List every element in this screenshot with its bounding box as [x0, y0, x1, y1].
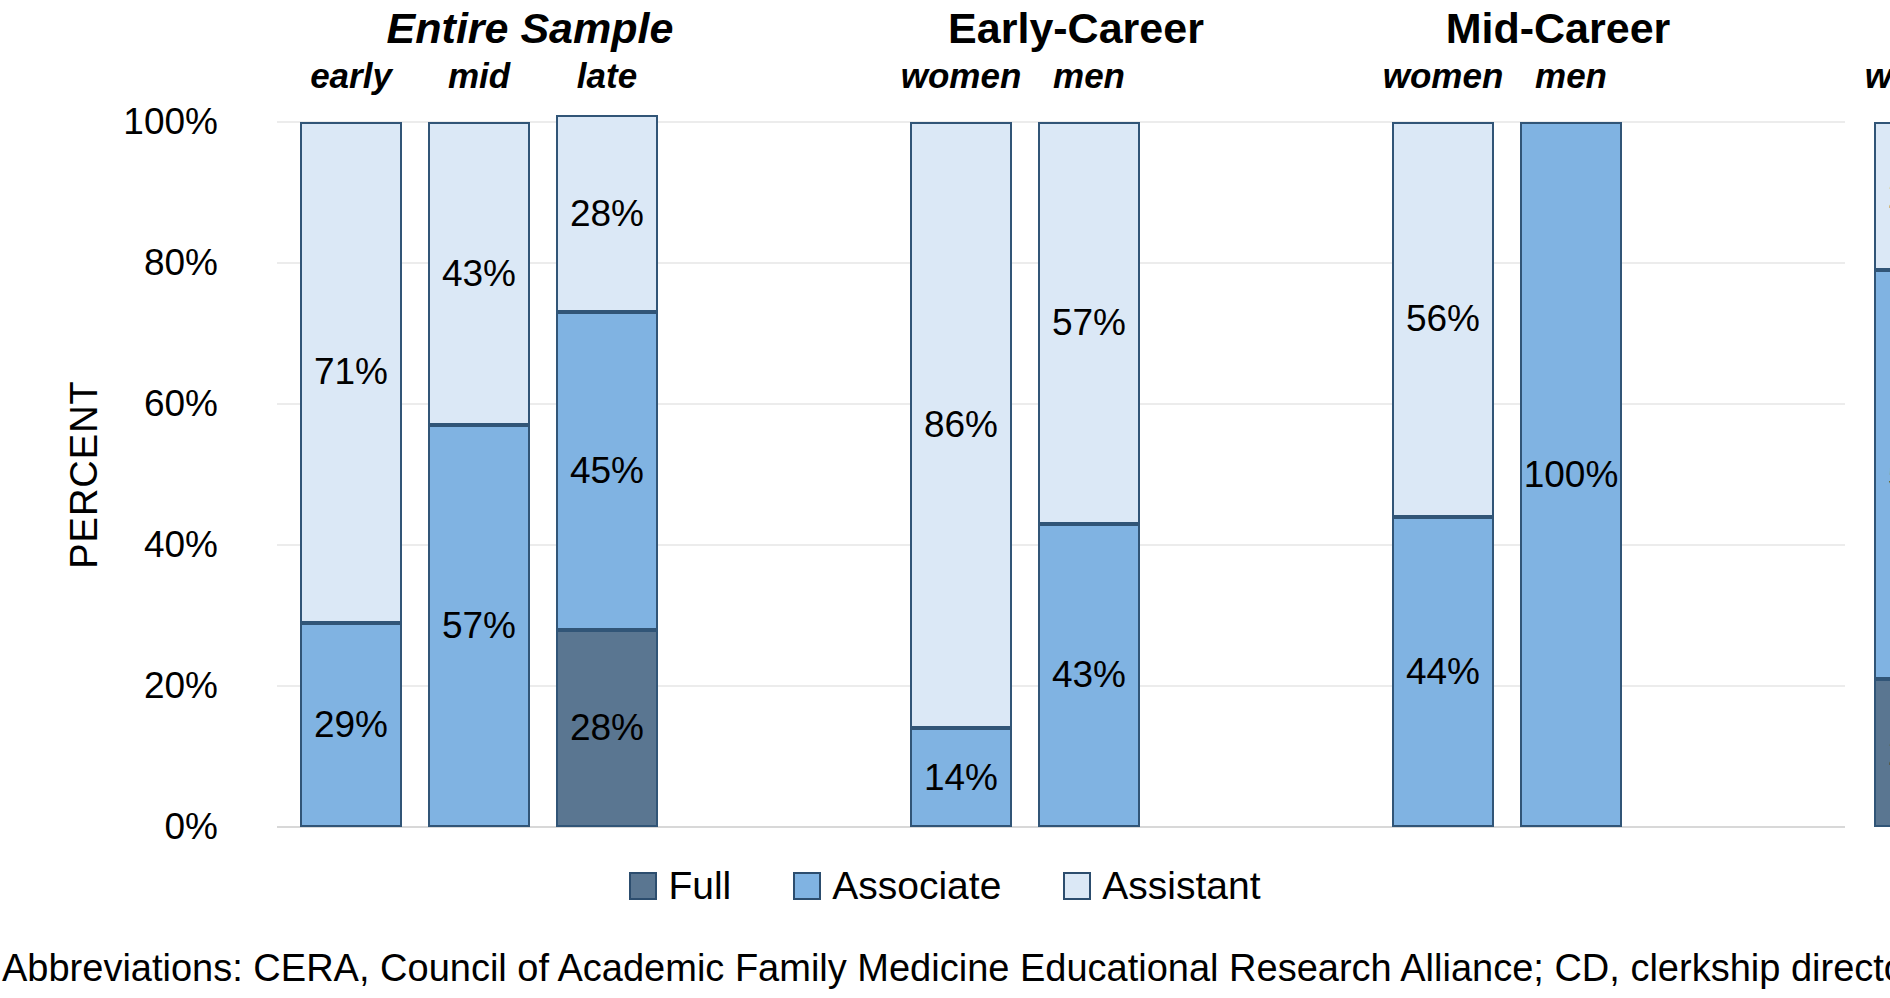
legend-label: Full [668, 864, 731, 908]
segment-value-label: 56% [1406, 298, 1480, 340]
group-title: Mid-Career [1322, 4, 1794, 52]
bar: 28% 45% 28% [556, 115, 658, 827]
y-tick-label: 100% [0, 103, 218, 140]
bar: 14% 86% [910, 122, 1012, 827]
bar-segment-full: 28% [556, 630, 658, 827]
legend-label: Associate [832, 864, 1001, 908]
plot-area: 29% 71% 57% 43% 28% 45% 28% 14% 86% 43% 57% 44% 56% 1… [285, 122, 1845, 827]
bar-segment-associate: 57% [428, 425, 530, 827]
y-tick-label: 80% [0, 244, 218, 281]
segment-value-label: 29% [314, 704, 388, 746]
legend-swatch-full [629, 872, 657, 900]
segment-value-label: 43% [442, 253, 516, 295]
legend-label: Assistant [1102, 864, 1260, 908]
bar-sublabel: late [526, 56, 688, 96]
segment-value-label: 45% [570, 450, 644, 492]
bar-segment-assistant: 56% [1392, 122, 1494, 517]
bar-segment-assistant: 71% [300, 122, 402, 623]
segment-value-label: 14% [924, 757, 998, 799]
bar: 100% [1520, 122, 1622, 827]
group-title: Entire Sample [230, 4, 830, 52]
legend-item-full: Full [629, 864, 731, 908]
bar-segment-associate: 58% [1874, 270, 1890, 679]
group-title: Late-Career [1804, 4, 1890, 52]
bar-segment-assistant: 57% [1038, 122, 1140, 524]
segment-value-label: 57% [442, 605, 516, 647]
bar-segment-associate: 14% [910, 728, 1012, 827]
bar-segment-associate: 45% [556, 312, 658, 629]
bar-segment-assistant: 43% [428, 122, 530, 425]
bar-segment-assistant: 86% [910, 122, 1012, 728]
y-tick-label: 20% [0, 667, 218, 704]
bar-segment-associate: 29% [300, 623, 402, 827]
bar: 43% 57% [1038, 122, 1140, 827]
segment-value-label: 28% [570, 193, 644, 235]
y-tick-label: 60% [0, 385, 218, 422]
y-tick-label: 0% [0, 808, 218, 845]
segment-value-label: 44% [1406, 651, 1480, 693]
segment-value-label: 100% [1524, 454, 1619, 496]
bar-segment-associate: 44% [1392, 517, 1494, 827]
bar-sublabel: men [1490, 56, 1652, 96]
bar: 21%58%21% [1874, 122, 1890, 827]
bar-segment-assistant: 21% [1874, 122, 1890, 270]
bar: 44% 56% [1392, 122, 1494, 827]
segment-value-label: 43% [1052, 654, 1126, 696]
bar-segment-associate: 43% [1038, 524, 1140, 827]
segment-value-label: 57% [1052, 302, 1126, 344]
legend: Full Associate Assistant [0, 864, 1890, 908]
group-title: Early-Career [840, 4, 1312, 52]
bar-sublabel: men [1008, 56, 1170, 96]
bar-segment-full: 21% [1874, 679, 1890, 827]
segment-value-label: 28% [570, 707, 644, 749]
segment-value-label: 86% [924, 404, 998, 446]
legend-item-assistant: Assistant [1063, 864, 1260, 908]
footnote: Abbreviations: CERA, Council of Academic… [2, 947, 1890, 990]
bar: 29% 71% [300, 122, 402, 827]
legend-swatch-associate [793, 872, 821, 900]
y-axis-title-wrap: PERCENT [52, 122, 116, 827]
bar: 57% 43% [428, 122, 530, 827]
bar-segment-assistant: 28% [556, 115, 658, 312]
bar-segment-associate: 100% [1520, 122, 1622, 827]
figure-container: PERCENT 0%20%40%60%80%100% 29%71%57%43%2… [0, 0, 1890, 998]
legend-swatch-assistant [1063, 872, 1091, 900]
segment-value-label: 71% [314, 351, 388, 393]
legend-item-associate: Associate [793, 864, 1001, 908]
bar-sublabel: women [1844, 56, 1890, 96]
y-tick-label: 40% [0, 526, 218, 563]
